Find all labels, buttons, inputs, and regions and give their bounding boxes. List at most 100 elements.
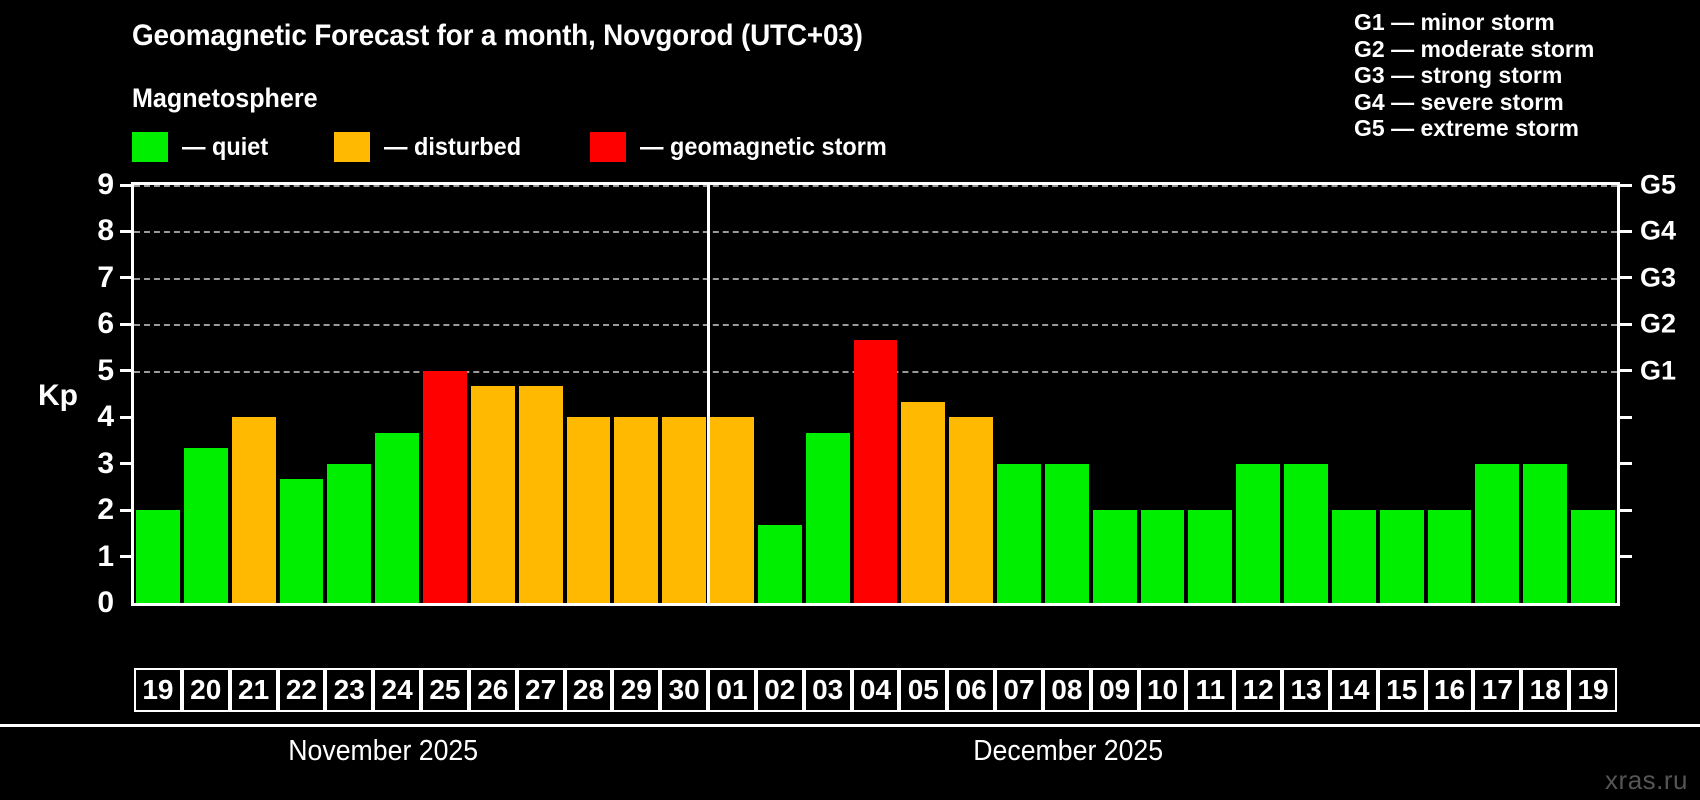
- bar: [1427, 510, 1472, 603]
- day-label-box: 12: [1234, 668, 1283, 712]
- bar: [136, 510, 180, 603]
- month-caption: November 2025: [288, 735, 479, 767]
- bars-layer: [134, 185, 1617, 603]
- y-axis-tick-label: 2: [97, 493, 114, 527]
- g-scale-legend: G1 — minor storm G2 — moderate storm G3 — …: [1354, 9, 1684, 142]
- gridline-kp-7: [134, 277, 1617, 280]
- bar: [423, 370, 467, 603]
- day-label-box: 30: [660, 668, 709, 712]
- day-label-box: 09: [1090, 668, 1139, 712]
- y-tick-left-7: [120, 276, 132, 280]
- gridline-kp-6: [134, 324, 1617, 327]
- gridline-kp-9: [134, 185, 1617, 187]
- bar: [183, 448, 228, 603]
- magnetosphere-heading: Magnetosphere: [132, 83, 318, 113]
- day-label-box: 05: [899, 668, 948, 712]
- day-label-box: 03: [803, 668, 852, 712]
- bar: [327, 463, 372, 603]
- y-axis-tick-label: 0: [97, 586, 114, 619]
- y-axis-tick-label: 3: [97, 446, 114, 480]
- bar: [1092, 510, 1137, 603]
- bar: [279, 479, 324, 603]
- bar: [757, 525, 802, 603]
- day-label-box: 25: [421, 668, 469, 712]
- color-legend: — quiet — disturbed — geomagnetic storm: [132, 130, 902, 164]
- bar: [1331, 510, 1376, 603]
- day-label-box: 22: [277, 668, 326, 712]
- bar: [518, 386, 563, 603]
- legend-swatch-geomagnetic-storm: [589, 132, 626, 162]
- bar: [566, 417, 611, 603]
- day-label-box: 28: [564, 668, 613, 712]
- g-axis-label-g1: G1: [1640, 355, 1677, 386]
- bar: [470, 386, 515, 603]
- day-label-box: 18: [1521, 668, 1570, 712]
- g-axis-label-g3: G3: [1640, 262, 1677, 293]
- day-label-box: 23: [325, 668, 374, 712]
- day-label-box: 07: [995, 668, 1043, 712]
- bar: [662, 417, 707, 603]
- bar: [614, 417, 659, 603]
- legend-entry-quiet: — quiet: [132, 132, 274, 162]
- g-axis-label-g4: G4: [1640, 215, 1677, 246]
- y-tick-right-5: [1620, 369, 1632, 373]
- day-label-box: 26: [468, 668, 517, 712]
- day-label-box: 02: [755, 668, 804, 712]
- y-tick-left-4: [120, 415, 132, 419]
- y-tick-left-2: [120, 508, 132, 512]
- y-axis-tick-label: 8: [97, 214, 114, 248]
- day-label-box: 27: [516, 668, 565, 712]
- y-tick-left-8: [120, 229, 132, 233]
- g-legend-row: G5 — extreme storm: [1354, 115, 1579, 141]
- legend-swatch-quiet: [132, 132, 168, 162]
- g-legend-row: G2 — moderate storm: [1354, 35, 1595, 62]
- y-axis-tick-label: 5: [97, 353, 114, 387]
- day-label-box: 24: [373, 668, 422, 712]
- plot-inner: [134, 185, 1617, 603]
- day-label-box: 11: [1186, 668, 1235, 712]
- legend-swatch-disturbed: [333, 132, 370, 162]
- y-tick-right-1: [1620, 555, 1632, 559]
- legend-label-quiet: — quiet: [182, 132, 269, 161]
- y-axis-title: Kp: [38, 379, 78, 412]
- y-axis-tick-label: 4: [97, 400, 114, 434]
- day-label-box: 16: [1425, 668, 1474, 712]
- g-axis-label-g2: G2: [1640, 308, 1677, 339]
- day-label-box: 17: [1473, 668, 1522, 712]
- bar: [1475, 463, 1520, 603]
- y-tick-right-6: [1620, 322, 1632, 326]
- y-axis-tick-label: 6: [97, 307, 114, 341]
- bar: [1379, 510, 1424, 603]
- bar: [1284, 463, 1328, 603]
- bar: [1140, 510, 1185, 603]
- legend-entry-disturbed: — disturbed: [333, 132, 530, 162]
- y-tick-left-9: [120, 183, 132, 187]
- bar: [949, 417, 994, 603]
- bar: [901, 401, 946, 603]
- g-legend-row: G4 — severe storm: [1354, 88, 1564, 115]
- day-label-box: 13: [1282, 668, 1330, 712]
- y-axis-tick-label: 7: [97, 260, 114, 294]
- g-legend-row: G3 — strong storm: [1354, 62, 1563, 88]
- day-label-box: 15: [1377, 668, 1426, 712]
- day-label-box: 10: [1138, 668, 1187, 712]
- y-tick-right-2: [1620, 508, 1632, 512]
- day-label-box: 06: [947, 668, 996, 712]
- y-tick-right-9: [1620, 183, 1632, 187]
- bar: [710, 417, 754, 603]
- day-label-box: 19: [134, 668, 182, 712]
- g-legend-row: G1 — minor storm: [1354, 9, 1555, 35]
- bottom-rule: [0, 724, 1700, 727]
- bar: [1571, 510, 1615, 603]
- bar: [1523, 463, 1568, 603]
- bar: [805, 432, 850, 603]
- y-axis-tick-label: 9: [97, 168, 114, 201]
- day-label-box: 14: [1329, 668, 1378, 712]
- y-tick-right-8: [1620, 229, 1632, 233]
- legend-label-geomagnetic-storm: — geomagnetic storm: [639, 132, 887, 161]
- month-separator-line: [706, 185, 710, 603]
- legend-entry-geomagnetic-storm: — geomagnetic storm: [589, 132, 903, 162]
- y-tick-left-3: [120, 462, 132, 466]
- month-caption: December 2025: [973, 735, 1164, 767]
